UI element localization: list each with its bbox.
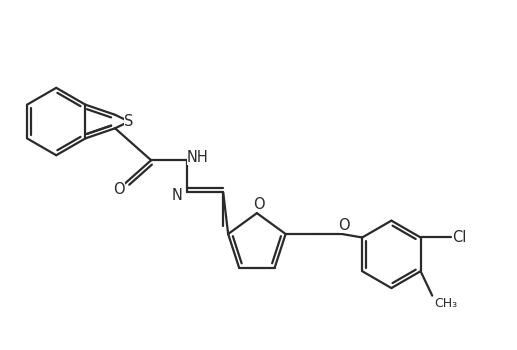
Text: S: S — [125, 114, 134, 129]
Text: NH: NH — [187, 150, 208, 165]
Text: CH₃: CH₃ — [435, 297, 458, 310]
Text: O: O — [253, 197, 265, 212]
Text: O: O — [113, 182, 125, 197]
Text: N: N — [171, 188, 182, 203]
Text: O: O — [339, 218, 350, 233]
Text: Cl: Cl — [452, 230, 466, 245]
